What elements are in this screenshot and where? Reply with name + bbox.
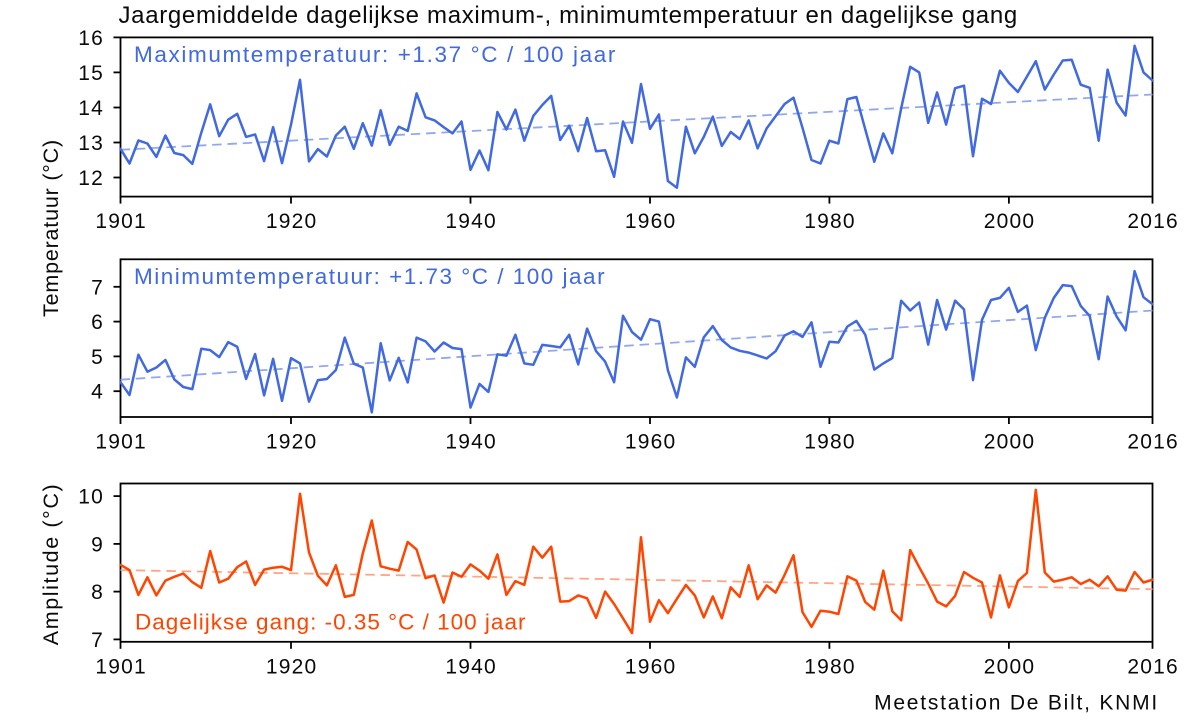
svg-text:1980: 1980 xyxy=(804,210,856,233)
svg-text:1940: 1940 xyxy=(445,431,497,454)
svg-text:4: 4 xyxy=(91,381,104,404)
svg-text:2016: 2016 xyxy=(1127,655,1179,678)
svg-text:14: 14 xyxy=(78,97,104,120)
svg-text:1980: 1980 xyxy=(804,655,856,678)
svg-text:Maximumtemperatuur: +1.37 °C /: Maximumtemperatuur: +1.37 °C / 100 jaar xyxy=(134,42,617,67)
svg-text:1940: 1940 xyxy=(445,210,497,233)
svg-text:2000: 2000 xyxy=(984,210,1036,233)
svg-text:2000: 2000 xyxy=(984,655,1036,678)
svg-text:Amplitude (°C): Amplitude (°C) xyxy=(39,483,63,645)
svg-text:Meetstation De Bilt, KNMI: Meetstation De Bilt, KNMI xyxy=(874,692,1159,715)
svg-text:12: 12 xyxy=(78,167,104,190)
svg-text:1901: 1901 xyxy=(95,210,147,233)
svg-text:Dagelijkse gang: -0.35 °C / 10: Dagelijkse gang: -0.35 °C / 100 jaar xyxy=(135,610,526,635)
svg-text:1960: 1960 xyxy=(625,210,677,233)
svg-text:5: 5 xyxy=(91,346,104,369)
svg-text:10: 10 xyxy=(78,486,104,509)
svg-text:1920: 1920 xyxy=(266,210,318,233)
svg-text:7: 7 xyxy=(91,629,104,652)
svg-text:1960: 1960 xyxy=(625,655,677,678)
svg-text:16: 16 xyxy=(78,27,104,50)
svg-text:2016: 2016 xyxy=(1127,210,1179,233)
svg-text:2000: 2000 xyxy=(984,431,1036,454)
svg-text:15: 15 xyxy=(78,62,104,85)
svg-text:Minimumtemperatuur: +1.73 °C /: Minimumtemperatuur: +1.73 °C / 100 jaar xyxy=(134,264,606,289)
svg-text:7: 7 xyxy=(91,276,104,299)
svg-text:9: 9 xyxy=(91,533,104,556)
svg-text:2016: 2016 xyxy=(1127,431,1179,454)
svg-text:1960: 1960 xyxy=(625,431,677,454)
svg-text:8: 8 xyxy=(91,581,104,604)
svg-text:1920: 1920 xyxy=(266,431,318,454)
svg-text:Jaargemiddelde dagelijkse maxi: Jaargemiddelde dagelijkse maximum-, mini… xyxy=(119,2,1018,29)
svg-text:6: 6 xyxy=(91,311,104,334)
svg-text:1901: 1901 xyxy=(95,655,147,678)
svg-text:Temperatuur (°C): Temperatuur (°C) xyxy=(39,139,63,317)
svg-text:1940: 1940 xyxy=(445,655,497,678)
svg-text:1901: 1901 xyxy=(95,431,147,454)
svg-text:1920: 1920 xyxy=(266,655,318,678)
svg-text:13: 13 xyxy=(78,132,104,155)
svg-text:1980: 1980 xyxy=(804,431,856,454)
